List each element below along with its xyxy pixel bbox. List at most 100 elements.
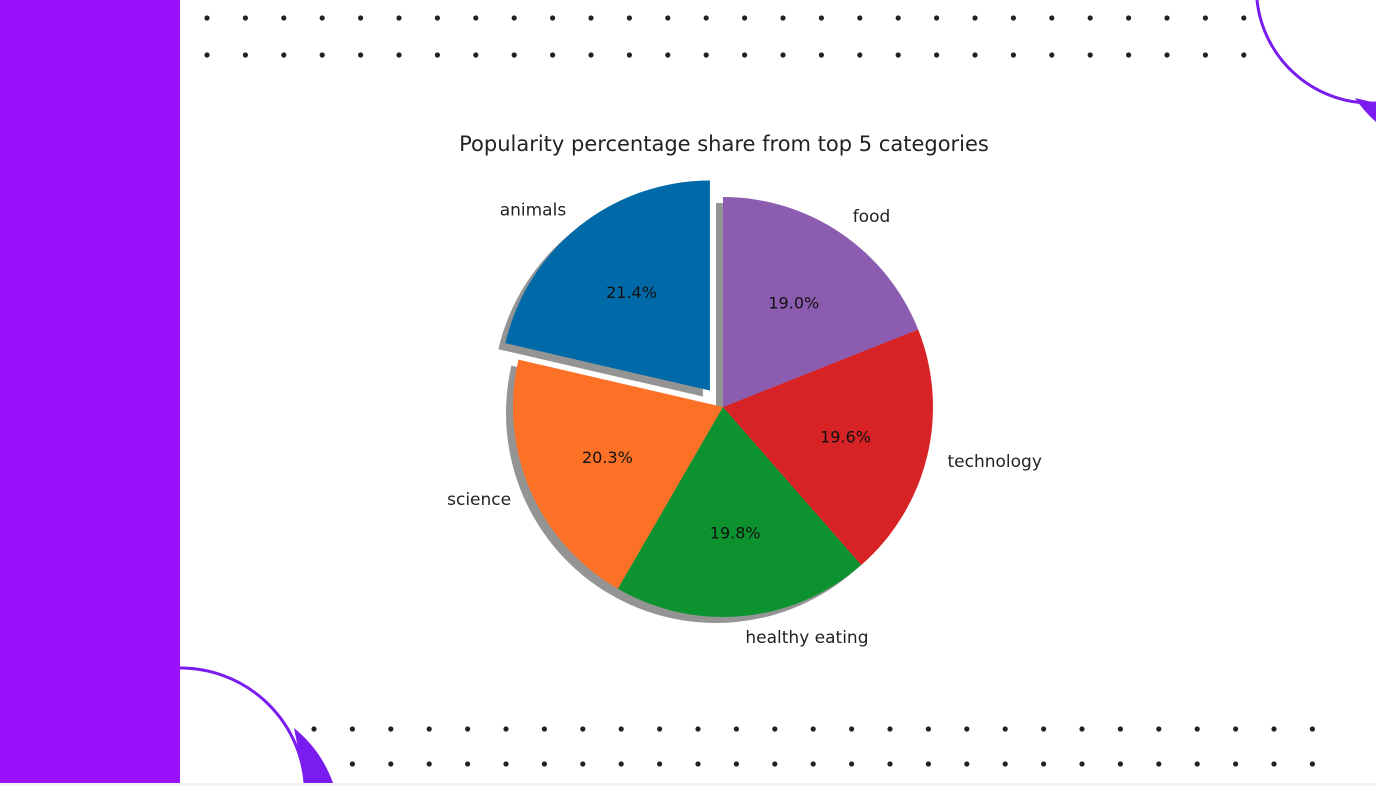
percent-labels: 21.4% 20.3% 19.8% 19.6% 19.0% [582, 283, 871, 543]
dot [1271, 726, 1277, 732]
dot [618, 761, 624, 767]
pie-slice-food [723, 197, 919, 407]
dot [1156, 726, 1162, 732]
dot [396, 52, 402, 58]
dot [465, 761, 471, 767]
dot [473, 52, 479, 58]
dot [511, 15, 517, 21]
dot [349, 761, 355, 767]
dot [1194, 761, 1200, 767]
dot [1241, 15, 1247, 21]
dot [426, 726, 432, 732]
dot [1309, 726, 1315, 732]
dot [1164, 52, 1170, 58]
percent-label: 20.3% [582, 448, 633, 467]
dot [396, 15, 402, 21]
dot [1041, 726, 1047, 732]
dot [580, 761, 586, 767]
percent-label: 19.6% [820, 428, 871, 447]
dot [1202, 52, 1208, 58]
chart-title: Popularity percentage share from top 5 c… [459, 132, 989, 156]
dot [1002, 726, 1008, 732]
corner-arc-bottom-left [179, 666, 307, 783]
dot [319, 15, 325, 21]
dot [204, 52, 210, 58]
dot [972, 52, 978, 58]
dot [925, 726, 932, 732]
pie-slice-animals [505, 180, 710, 391]
dot [1164, 15, 1170, 21]
percent-label: 19.0% [768, 294, 819, 313]
dot [281, 15, 287, 21]
dot [1117, 726, 1123, 732]
dot [1049, 15, 1055, 21]
category-label: science [447, 490, 511, 510]
dot [626, 52, 633, 58]
dot [1117, 761, 1123, 767]
dot [1002, 761, 1008, 767]
category-label: food [853, 207, 891, 227]
dot [541, 761, 548, 767]
dot [742, 15, 748, 21]
dot [1010, 52, 1017, 58]
dot [657, 761, 663, 767]
dot [665, 52, 671, 58]
dot [1049, 52, 1055, 58]
pie-slices [505, 180, 934, 618]
dot [818, 52, 825, 58]
dot [780, 15, 786, 21]
dot [857, 52, 863, 58]
dot [810, 726, 816, 732]
dot [818, 15, 825, 21]
percent-label: 21.4% [606, 283, 657, 302]
dot [695, 726, 701, 732]
dot [887, 726, 893, 732]
dot [1156, 761, 1162, 767]
dot [895, 15, 901, 21]
dot [1010, 15, 1017, 21]
dot [695, 761, 701, 767]
dot-grid-bottom [311, 726, 1315, 767]
dot [588, 52, 594, 58]
dot [925, 761, 932, 767]
dot [849, 761, 855, 767]
dot [358, 15, 364, 21]
category-label: technology [948, 452, 1042, 472]
dot [550, 52, 556, 58]
dot [281, 52, 287, 58]
dot [511, 52, 517, 58]
percent-label: 19.8% [710, 523, 761, 542]
dot [849, 726, 855, 732]
dot [733, 726, 740, 732]
dot [311, 726, 317, 732]
dot [1194, 726, 1200, 732]
dot [703, 15, 709, 21]
dot [887, 761, 893, 767]
dot [934, 15, 940, 21]
dot [465, 726, 471, 732]
dot [972, 15, 978, 21]
dot [319, 52, 325, 58]
dot [434, 15, 440, 21]
dot [857, 15, 863, 21]
dot [1041, 761, 1047, 767]
dot [242, 52, 248, 58]
sidebar-band [0, 0, 180, 783]
dot [626, 15, 633, 21]
dot [665, 15, 671, 21]
dot [1079, 726, 1085, 732]
dot [1233, 761, 1239, 767]
dot [358, 52, 364, 58]
dot [618, 726, 624, 732]
dot [1271, 761, 1277, 767]
dot-grid-top [204, 15, 1247, 58]
dot [895, 52, 901, 58]
dot [1079, 761, 1085, 767]
dot [1202, 15, 1208, 21]
dot [1309, 761, 1315, 767]
category-label: healthy eating [745, 628, 868, 648]
dot [349, 726, 355, 732]
